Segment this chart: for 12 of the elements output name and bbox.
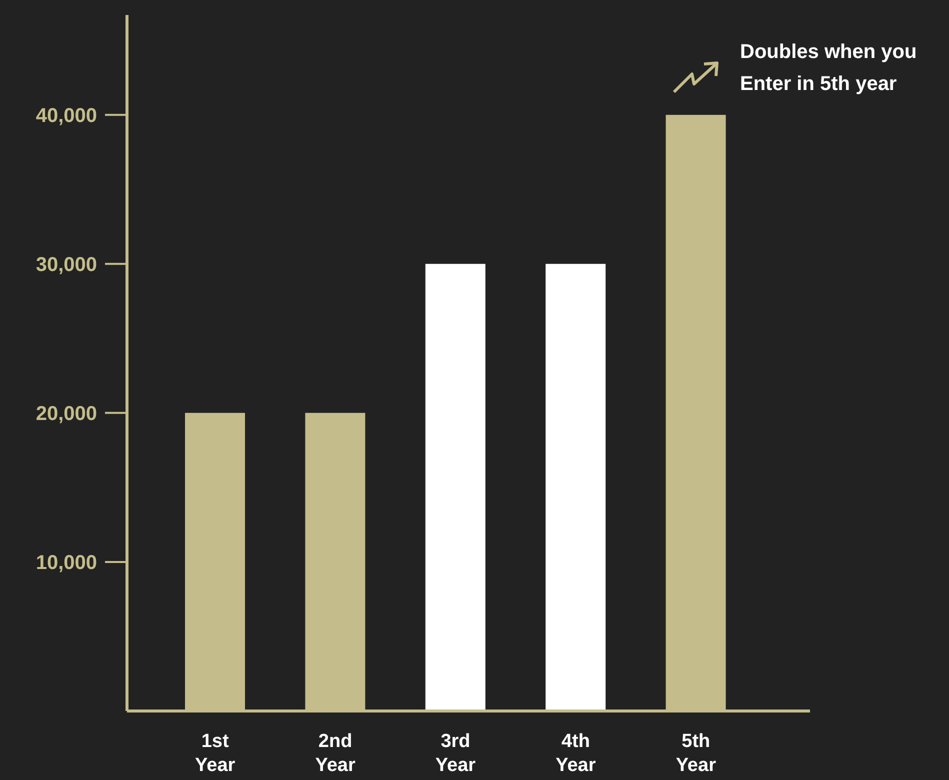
y-tick-label: 20,000 <box>36 403 97 426</box>
annotation: Doubles when you Enter in 5th year <box>740 40 918 97</box>
bar <box>425 264 486 711</box>
x-tick-label: 3rd Year <box>435 731 476 776</box>
y-tick-label: 30,000 <box>36 254 97 276</box>
x-tick-label: 1st Year <box>195 731 236 776</box>
x-tick-label: 5th Year <box>676 731 717 776</box>
bar <box>546 264 606 711</box>
y-tick-label: 10,000 <box>36 552 97 574</box>
x-tick-label: 2nd Year <box>315 731 356 776</box>
y-tick-label: 40,000 <box>36 104 97 127</box>
x-tick-label: 4th Year <box>556 731 596 776</box>
